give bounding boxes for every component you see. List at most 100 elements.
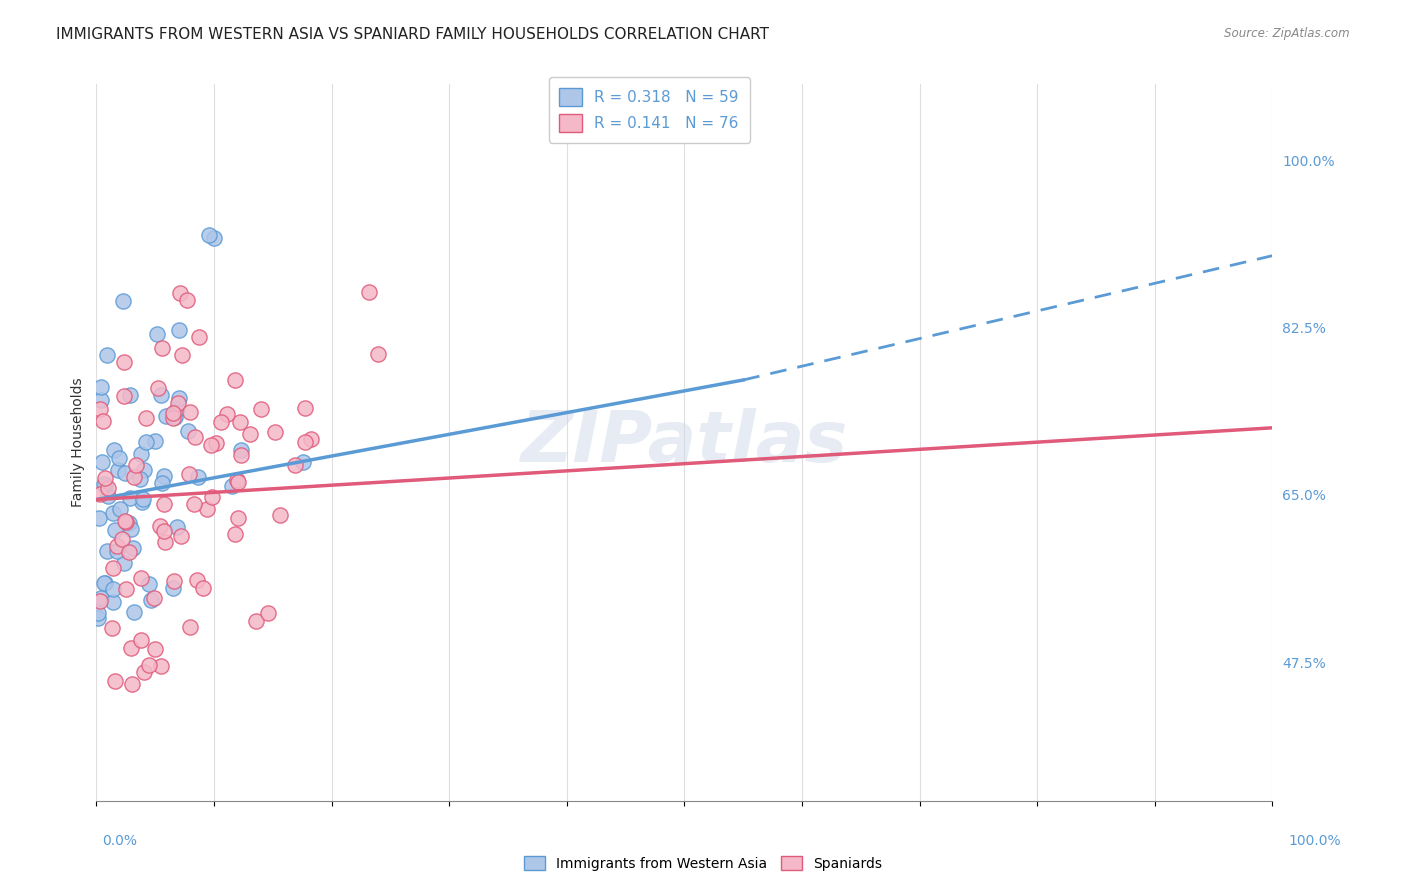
Point — [112, 355, 135, 369]
Point — [89, 486, 111, 500]
Point — [146, 381, 169, 395]
Point — [104, 523, 127, 537]
Point — [225, 473, 247, 487]
Point — [94, 575, 117, 590]
Point — [201, 490, 224, 504]
Point — [90, 393, 112, 408]
Point — [114, 514, 136, 528]
Point — [129, 571, 152, 585]
Point — [167, 391, 190, 405]
Text: 0.0%: 0.0% — [103, 834, 136, 848]
Point — [138, 658, 160, 673]
Point — [107, 463, 129, 477]
Point — [221, 479, 243, 493]
Point — [112, 556, 135, 570]
Point — [162, 410, 184, 425]
Point — [183, 497, 205, 511]
Point — [226, 475, 249, 489]
Point — [217, 407, 239, 421]
Point — [193, 581, 215, 595]
Point — [264, 425, 287, 439]
Point — [132, 463, 155, 477]
Point — [135, 435, 157, 450]
Legend: R = 0.318   N = 59, R = 0.141   N = 76: R = 0.318 N = 59, R = 0.141 N = 76 — [548, 77, 749, 143]
Point — [155, 409, 177, 424]
Point — [114, 582, 136, 597]
Point — [86, 611, 108, 625]
Point — [135, 410, 157, 425]
Point — [93, 471, 115, 485]
Point — [172, 347, 194, 361]
Point — [224, 373, 246, 387]
Point — [97, 489, 120, 503]
Point — [153, 497, 176, 511]
Point — [101, 506, 124, 520]
Point — [120, 491, 142, 505]
Point — [291, 455, 314, 469]
Point — [152, 524, 174, 538]
Point — [245, 615, 267, 629]
Point — [188, 329, 211, 343]
Point — [294, 401, 316, 415]
Point — [120, 640, 142, 655]
Point — [93, 576, 115, 591]
Text: IMMIGRANTS FROM WESTERN ASIA VS SPANIARD FAMILY HOUSEHOLDS CORRELATION CHART: IMMIGRANTS FROM WESTERN ASIA VS SPANIARD… — [56, 27, 769, 42]
Point — [114, 466, 136, 480]
Point — [198, 227, 221, 242]
Point — [249, 401, 271, 416]
Point — [118, 545, 141, 559]
Point — [97, 481, 120, 495]
Text: Source: ZipAtlas.com: Source: ZipAtlas.com — [1225, 27, 1350, 40]
Y-axis label: Family Households: Family Households — [72, 377, 86, 507]
Point — [115, 515, 138, 529]
Point — [163, 574, 186, 589]
Point — [90, 591, 112, 605]
Point — [132, 665, 155, 679]
Point — [294, 434, 316, 449]
Point — [204, 435, 226, 450]
Point — [122, 605, 145, 619]
Point — [108, 450, 131, 465]
Point — [91, 454, 114, 468]
Point — [179, 405, 201, 419]
Point — [152, 476, 174, 491]
Point — [357, 285, 380, 299]
Point — [202, 231, 225, 245]
Point — [150, 342, 173, 356]
Point — [231, 448, 253, 462]
Point — [367, 347, 389, 361]
Point — [108, 502, 131, 516]
Point — [229, 415, 252, 429]
Point — [104, 673, 127, 688]
Point — [87, 510, 110, 524]
Point — [200, 437, 222, 451]
Point — [121, 677, 143, 691]
Point — [169, 323, 191, 337]
Point — [187, 469, 209, 483]
Point — [90, 380, 112, 394]
Point — [184, 430, 207, 444]
Point — [91, 414, 114, 428]
Point — [103, 442, 125, 457]
Point — [101, 595, 124, 609]
Point — [122, 541, 145, 555]
Point — [105, 539, 128, 553]
Point — [177, 424, 200, 438]
Point — [93, 477, 115, 491]
Point — [89, 593, 111, 607]
Point — [101, 561, 124, 575]
Point — [112, 294, 135, 309]
Point — [131, 495, 153, 509]
Legend: Immigrants from Western Asia, Spaniards: Immigrants from Western Asia, Spaniards — [519, 850, 887, 876]
Point — [101, 582, 124, 597]
Point — [226, 510, 249, 524]
Text: ZIPatlas: ZIPatlas — [520, 408, 848, 476]
Point — [125, 458, 148, 472]
Point — [177, 467, 200, 482]
Point — [166, 402, 188, 417]
Point — [153, 535, 176, 549]
Point — [166, 520, 188, 534]
Point — [96, 348, 118, 362]
Point — [162, 581, 184, 595]
Point — [120, 388, 142, 402]
